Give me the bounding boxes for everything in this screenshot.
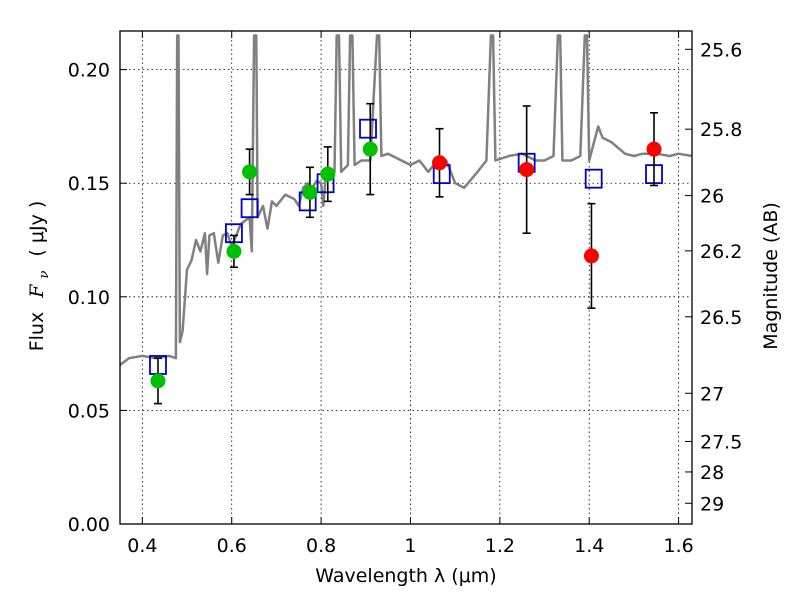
y-axis-title-prefix: Flux [26,312,48,352]
data-point [150,373,166,389]
data-point [242,164,258,180]
model-box [359,118,377,139]
mag-tick-label: 28 [700,462,724,484]
mag-tick-label: 26.5 [700,307,742,329]
y-axis-title-sub: ν [37,271,52,279]
x-axis-title: Wavelength λ (μm) [315,565,496,587]
model-spectrum-line [120,34,692,366]
tick-layer: 0.4 0.6 0.8 1 1.2 1.4 1.6 0.00 0.05 0.10 0.15 0.20 2… [68,31,742,557]
y-axis-title-right: Magnitude (AB) [760,202,782,350]
x-tick-label: 0.6 [217,535,247,557]
y-axis-title-symbol: F [26,284,48,299]
y-axis-title-left: Flux F ν ( μJy ) [26,201,53,352]
x-tick-label: 1 [404,535,416,557]
mag-tick-label: 26 [700,186,724,208]
model-box [584,168,603,189]
y-tick-label: 0.15 [68,173,110,195]
data-point [320,166,336,182]
plot-frame [119,30,693,525]
y-tick-label: 0.05 [68,400,110,422]
mag-tick-label: 25.8 [700,119,742,141]
mag-tick-label: 25.6 [700,39,742,61]
x-tick-label: 1.6 [663,535,693,557]
y-axis-title-suffix: ( μJy ) [26,201,48,257]
grid-layer [120,31,692,525]
y-tick-label: 0.20 [68,60,110,82]
mag-tick-label: 27.5 [700,432,742,454]
y-tick-label: 0.10 [68,287,110,309]
x-tick-label: 1.2 [485,535,515,557]
data-point [302,184,318,200]
data-point [362,141,378,157]
model-box [240,198,259,219]
data-point [646,141,662,157]
data-point [583,248,599,264]
series-layer [120,34,692,405]
x-tick-label: 0.4 [127,535,157,557]
data-point [432,155,448,171]
data-point [519,162,535,178]
x-tick-label: 0.8 [306,535,336,557]
mag-tick-label: 29 [700,493,724,515]
y-tick-label: 0.00 [68,514,110,536]
mag-tick-label: 27 [700,383,724,405]
mag-tick-label: 26.2 [700,241,742,263]
data-point [226,243,242,259]
svg-text:Flux F ν: Flux F ν ( μJy ) [26,201,53,352]
x-tick-label: 1.4 [574,535,604,557]
